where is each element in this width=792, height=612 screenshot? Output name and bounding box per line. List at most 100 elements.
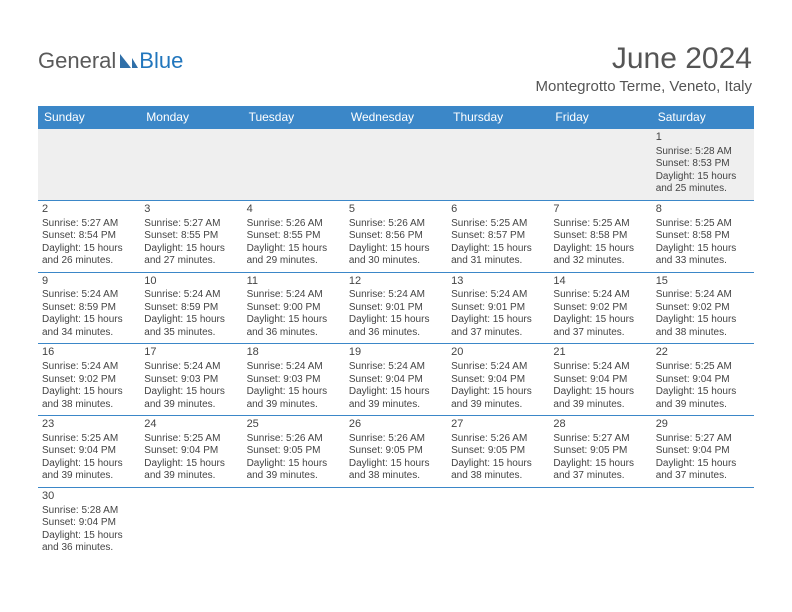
sunrise-line: Sunrise: 5:26 AM — [247, 218, 341, 231]
day-cell — [140, 129, 242, 200]
day-number: 16 — [42, 346, 136, 360]
day-cell: 21Sunrise: 5:24 AMSunset: 9:04 PMDayligh… — [549, 344, 651, 415]
day-cell — [243, 488, 345, 559]
sunset-line: Sunset: 8:57 PM — [451, 230, 545, 243]
day-cell: 26Sunrise: 5:26 AMSunset: 9:05 PMDayligh… — [345, 416, 447, 487]
daylight-line: and 39 minutes. — [144, 470, 238, 483]
month-title: June 2024 — [535, 42, 752, 76]
daylight-line: Daylight: 15 hours — [553, 386, 647, 399]
sunset-line: Sunset: 9:04 PM — [42, 445, 136, 458]
day-cell: 1Sunrise: 5:28 AMSunset: 8:53 PMDaylight… — [652, 129, 754, 200]
daylight-line: and 27 minutes. — [144, 255, 238, 268]
sunset-line: Sunset: 8:59 PM — [144, 302, 238, 315]
sunrise-line: Sunrise: 5:24 AM — [349, 361, 443, 374]
day-cell: 14Sunrise: 5:24 AMSunset: 9:02 PMDayligh… — [549, 273, 651, 344]
sunrise-line: Sunrise: 5:25 AM — [42, 433, 136, 446]
day-cell — [549, 488, 651, 559]
calendar-grid: Sunday Monday Tuesday Wednesday Thursday… — [38, 106, 754, 559]
sunrise-line: Sunrise: 5:27 AM — [553, 433, 647, 446]
day-number: 13 — [451, 275, 545, 289]
day-number: 18 — [247, 346, 341, 360]
daylight-line: Daylight: 15 hours — [553, 314, 647, 327]
sunrise-line: Sunrise: 5:24 AM — [451, 361, 545, 374]
day-number: 30 — [42, 490, 136, 504]
day-number: 3 — [144, 203, 238, 217]
daylight-line: Daylight: 15 hours — [451, 243, 545, 256]
day-number: 11 — [247, 275, 341, 289]
daylight-line: Daylight: 15 hours — [42, 243, 136, 256]
day-number: 29 — [656, 418, 750, 432]
sunset-line: Sunset: 9:01 PM — [349, 302, 443, 315]
sunrise-line: Sunrise: 5:26 AM — [451, 433, 545, 446]
sunrise-line: Sunrise: 5:27 AM — [144, 218, 238, 231]
sunset-line: Sunset: 8:55 PM — [144, 230, 238, 243]
daylight-line: Daylight: 15 hours — [656, 243, 750, 256]
day-number: 27 — [451, 418, 545, 432]
day-cell: 29Sunrise: 5:27 AMSunset: 9:04 PMDayligh… — [652, 416, 754, 487]
daylight-line: and 37 minutes. — [553, 470, 647, 483]
day-number: 12 — [349, 275, 443, 289]
sunset-line: Sunset: 9:04 PM — [553, 374, 647, 387]
sunrise-line: Sunrise: 5:25 AM — [451, 218, 545, 231]
day-number: 4 — [247, 203, 341, 217]
sunrise-line: Sunrise: 5:24 AM — [656, 289, 750, 302]
daylight-line: Daylight: 15 hours — [42, 530, 136, 543]
week-row: 30Sunrise: 5:28 AMSunset: 9:04 PMDayligh… — [38, 488, 754, 559]
daylight-line: and 39 minutes. — [42, 470, 136, 483]
sunrise-line: Sunrise: 5:25 AM — [144, 433, 238, 446]
day-number: 2 — [42, 203, 136, 217]
daylight-line: Daylight: 15 hours — [144, 314, 238, 327]
day-number: 19 — [349, 346, 443, 360]
sunset-line: Sunset: 9:04 PM — [42, 517, 136, 530]
daylight-line: and 39 minutes. — [451, 399, 545, 412]
sunrise-line: Sunrise: 5:24 AM — [144, 361, 238, 374]
sunrise-line: Sunrise: 5:24 AM — [451, 289, 545, 302]
sunset-line: Sunset: 9:03 PM — [144, 374, 238, 387]
daylight-line: and 38 minutes. — [42, 399, 136, 412]
title-block: June 2024 Montegrotto Terme, Veneto, Ita… — [535, 42, 752, 95]
week-row: 9Sunrise: 5:24 AMSunset: 8:59 PMDaylight… — [38, 273, 754, 345]
daylight-line: and 36 minutes. — [42, 542, 136, 555]
day-number: 1 — [656, 131, 750, 145]
day-cell: 7Sunrise: 5:25 AMSunset: 8:58 PMDaylight… — [549, 201, 651, 272]
day-cell — [140, 488, 242, 559]
weekday-header: Thursday — [447, 106, 549, 129]
daylight-line: Daylight: 15 hours — [247, 458, 341, 471]
daylight-line: Daylight: 15 hours — [656, 171, 750, 184]
daylight-line: Daylight: 15 hours — [656, 458, 750, 471]
daylight-line: and 37 minutes. — [656, 470, 750, 483]
sunrise-line: Sunrise: 5:28 AM — [656, 146, 750, 159]
daylight-line: and 35 minutes. — [144, 327, 238, 340]
daylight-line: and 39 minutes. — [247, 470, 341, 483]
sunset-line: Sunset: 9:02 PM — [553, 302, 647, 315]
daylight-line: and 30 minutes. — [349, 255, 443, 268]
day-cell: 23Sunrise: 5:25 AMSunset: 9:04 PMDayligh… — [38, 416, 140, 487]
day-number: 24 — [144, 418, 238, 432]
day-cell: 24Sunrise: 5:25 AMSunset: 9:04 PMDayligh… — [140, 416, 242, 487]
daylight-line: and 38 minutes. — [349, 470, 443, 483]
daylight-line: and 32 minutes. — [553, 255, 647, 268]
week-row: 2Sunrise: 5:27 AMSunset: 8:54 PMDaylight… — [38, 201, 754, 273]
daylight-line: Daylight: 15 hours — [247, 386, 341, 399]
sunset-line: Sunset: 9:04 PM — [349, 374, 443, 387]
day-cell — [652, 488, 754, 559]
day-cell — [447, 488, 549, 559]
daylight-line: and 29 minutes. — [247, 255, 341, 268]
day-cell: 20Sunrise: 5:24 AMSunset: 9:04 PMDayligh… — [447, 344, 549, 415]
day-cell: 4Sunrise: 5:26 AMSunset: 8:55 PMDaylight… — [243, 201, 345, 272]
sunrise-line: Sunrise: 5:24 AM — [42, 361, 136, 374]
sunset-line: Sunset: 8:56 PM — [349, 230, 443, 243]
sail-icon — [118, 52, 138, 70]
day-cell — [345, 488, 447, 559]
daylight-line: and 37 minutes. — [553, 327, 647, 340]
sunrise-line: Sunrise: 5:24 AM — [553, 289, 647, 302]
daylight-line: and 37 minutes. — [451, 327, 545, 340]
sunset-line: Sunset: 8:58 PM — [553, 230, 647, 243]
sunset-line: Sunset: 8:59 PM — [42, 302, 136, 315]
daylight-line: Daylight: 15 hours — [144, 458, 238, 471]
day-cell: 15Sunrise: 5:24 AMSunset: 9:02 PMDayligh… — [652, 273, 754, 344]
daylight-line: and 39 minutes. — [656, 399, 750, 412]
day-cell: 25Sunrise: 5:26 AMSunset: 9:05 PMDayligh… — [243, 416, 345, 487]
daylight-line: Daylight: 15 hours — [553, 243, 647, 256]
daylight-line: and 39 minutes. — [247, 399, 341, 412]
